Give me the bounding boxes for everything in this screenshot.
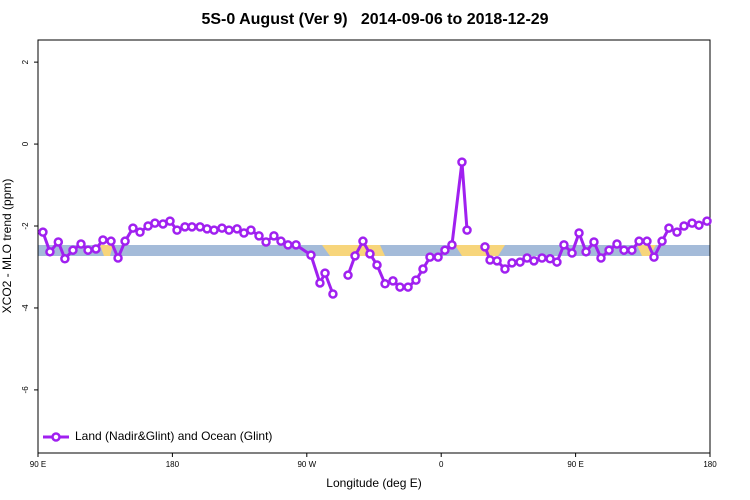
point xyxy=(694,220,704,230)
point xyxy=(254,231,264,241)
point xyxy=(642,236,652,246)
point xyxy=(128,223,138,233)
point xyxy=(209,225,219,235)
point xyxy=(537,253,547,263)
point xyxy=(425,252,435,262)
point xyxy=(343,270,353,280)
y-tick-label: -2 xyxy=(21,222,30,230)
point xyxy=(165,216,175,226)
point xyxy=(679,221,689,231)
point xyxy=(53,237,64,247)
point xyxy=(447,240,457,250)
point xyxy=(246,225,256,235)
point xyxy=(91,244,101,254)
point xyxy=(388,276,398,286)
point xyxy=(403,282,413,292)
x-tick-label: 90 E xyxy=(567,460,583,469)
point xyxy=(372,260,382,270)
point xyxy=(619,245,629,255)
legend-label: Land (Nadir&Glint) and Ocean (Glint) xyxy=(75,429,272,443)
point xyxy=(627,245,637,255)
point xyxy=(596,253,606,263)
point xyxy=(395,282,405,292)
point xyxy=(98,235,108,245)
point xyxy=(604,245,614,255)
point xyxy=(440,245,450,255)
point xyxy=(457,157,467,167)
point xyxy=(589,237,599,247)
point xyxy=(135,227,145,237)
point xyxy=(672,227,682,237)
point xyxy=(306,250,316,260)
point xyxy=(60,254,70,264)
point xyxy=(261,237,271,247)
point xyxy=(702,216,712,226)
point xyxy=(68,245,78,255)
y-tick-label: -4 xyxy=(21,304,30,312)
point xyxy=(45,247,55,257)
chart-title: 5S-0 August (Ver 9) 2014-09-06 to 2018-1… xyxy=(201,11,548,28)
x-axis-label: Longitude (deg E) xyxy=(326,476,421,490)
point xyxy=(350,251,360,261)
point xyxy=(315,278,325,288)
point xyxy=(172,225,182,235)
plot-frame xyxy=(37,39,711,454)
point xyxy=(529,256,539,266)
x-tick-label: 90 W xyxy=(297,460,316,469)
point xyxy=(269,231,279,241)
y-tick-label: 2 xyxy=(21,59,30,64)
point xyxy=(358,236,368,246)
point xyxy=(232,224,242,234)
point xyxy=(567,248,577,258)
point xyxy=(224,225,234,235)
x-tick-label: 0 xyxy=(439,460,444,469)
point xyxy=(328,289,338,299)
point xyxy=(83,245,93,255)
point xyxy=(480,242,490,252)
point xyxy=(492,256,502,266)
point xyxy=(515,257,525,267)
point xyxy=(320,268,330,278)
point xyxy=(500,264,510,274)
point xyxy=(559,240,569,250)
point xyxy=(664,223,674,233)
point xyxy=(150,218,160,228)
y-tick-label: 0 xyxy=(21,141,30,146)
point xyxy=(634,236,644,246)
x-tick-label: 90 E xyxy=(30,460,46,469)
point xyxy=(120,236,130,246)
point xyxy=(113,253,123,263)
land-band xyxy=(100,245,113,256)
point xyxy=(38,227,48,237)
point xyxy=(507,258,517,268)
point xyxy=(418,264,428,274)
point xyxy=(657,236,667,246)
point xyxy=(291,240,301,250)
point xyxy=(380,279,390,289)
point xyxy=(433,252,443,262)
point xyxy=(462,225,472,235)
land-band xyxy=(455,245,505,256)
point xyxy=(76,239,86,249)
point xyxy=(612,239,622,249)
point xyxy=(106,236,116,246)
point xyxy=(581,247,591,257)
x-tick-label: 180 xyxy=(166,460,180,469)
point xyxy=(187,222,197,232)
legend-marker xyxy=(51,432,61,442)
point xyxy=(574,228,584,238)
point xyxy=(283,240,293,250)
point xyxy=(276,236,286,246)
y-axis-label: XCO2 - MLO trend (ppm) xyxy=(0,179,14,314)
y-tick-label: -6 xyxy=(21,386,30,394)
point xyxy=(552,257,562,267)
point xyxy=(411,275,421,285)
point xyxy=(365,249,375,259)
point xyxy=(649,252,659,262)
x-tick-label: 180 xyxy=(703,460,717,469)
